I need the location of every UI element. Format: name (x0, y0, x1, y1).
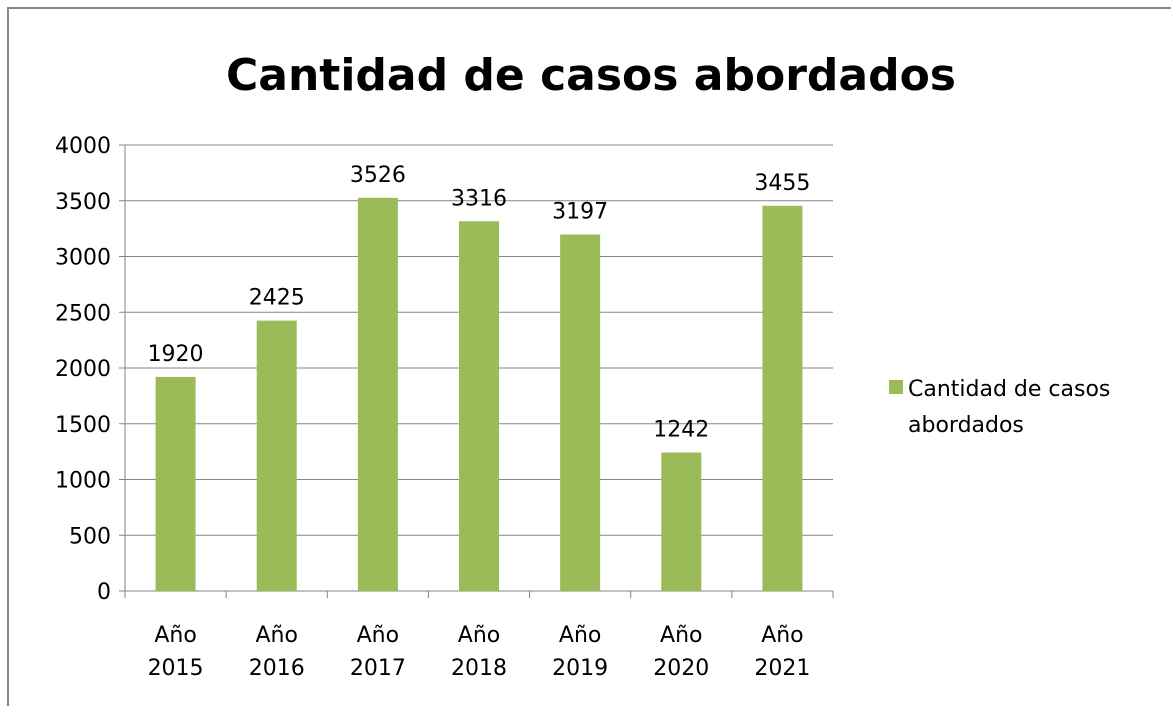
data-label: 3455 (754, 171, 810, 196)
x-tick-label: Año 2018 (451, 623, 507, 681)
bar (155, 376, 196, 591)
legend-label: Cantidad de casos abordados (908, 377, 1110, 438)
y-tick-label: 3000 (55, 246, 111, 271)
y-tick-label: 4000 (55, 134, 111, 159)
bar (661, 452, 702, 591)
x-tick-label: Año 2015 (148, 623, 204, 681)
bar (256, 320, 297, 591)
data-label: 1242 (653, 418, 709, 443)
data-label: 3316 (451, 186, 507, 211)
data-label: 1920 (148, 342, 204, 367)
bar (762, 205, 803, 591)
y-tick-label: 500 (69, 524, 111, 549)
bar (560, 234, 601, 592)
y-tick-label: 1000 (55, 469, 111, 494)
x-tick-label: Año 2019 (552, 623, 608, 681)
x-tick-label: Año 2016 (249, 623, 305, 681)
bar (357, 197, 398, 591)
data-label: 3526 (350, 163, 406, 188)
y-tick-label: 2500 (55, 301, 111, 326)
data-label: 3197 (552, 200, 608, 225)
data-label: 2425 (249, 286, 305, 311)
chart-title: Cantidad de casos abordados (226, 50, 956, 101)
y-tick-label: 1500 (55, 413, 111, 438)
legend-swatch (889, 380, 903, 394)
x-tick-label: Año 2020 (653, 623, 709, 681)
bar (459, 221, 499, 592)
x-tick-label: Año 2017 (350, 623, 406, 681)
x-tick-label: Año 2021 (754, 623, 810, 681)
y-tick-label: 2000 (55, 357, 111, 382)
y-tick-label: 0 (97, 580, 111, 605)
y-tick-label: 3500 (55, 190, 111, 215)
